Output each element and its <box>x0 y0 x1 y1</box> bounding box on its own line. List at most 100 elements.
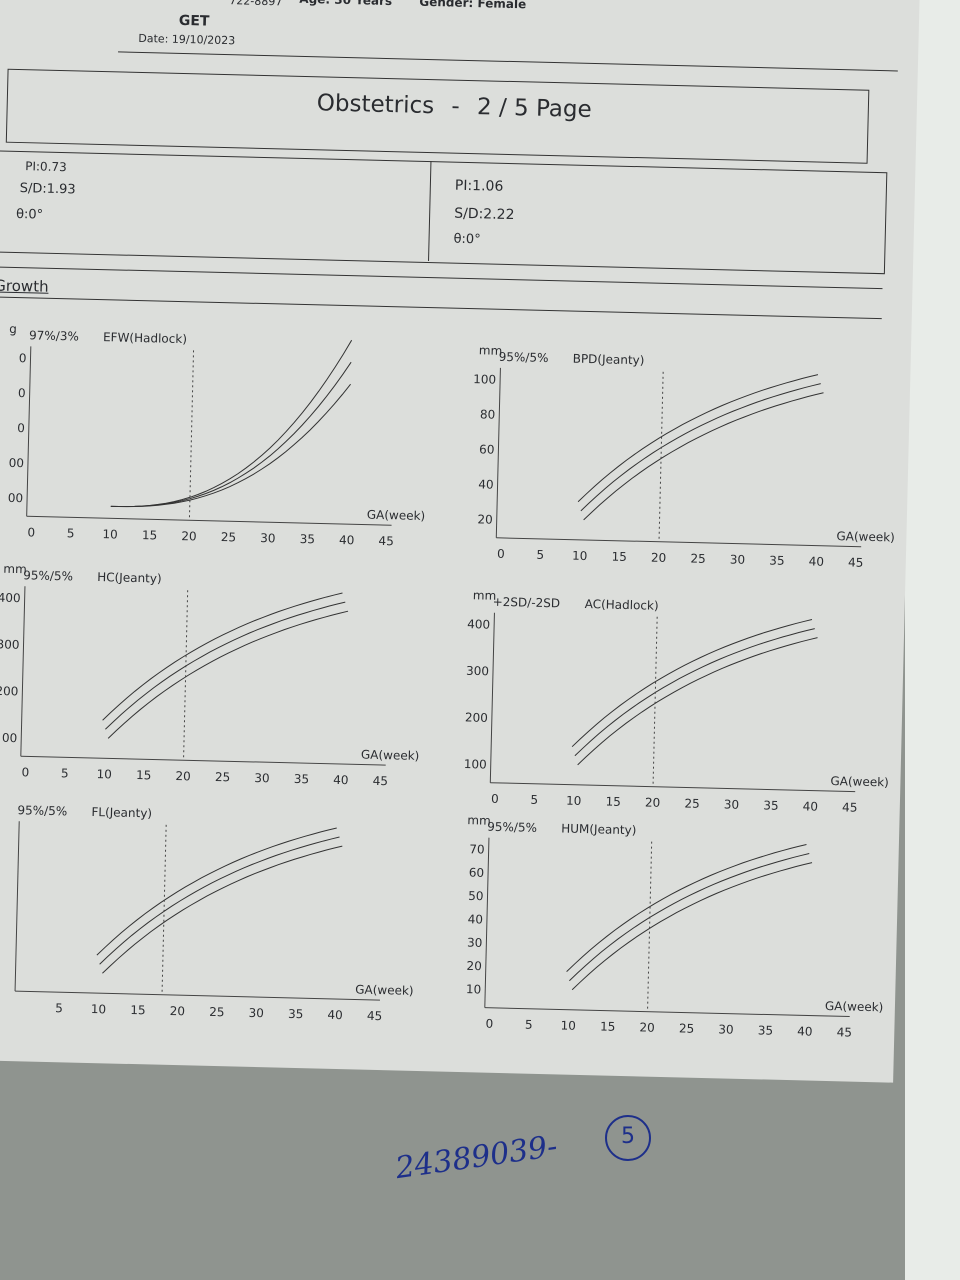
x-tick-label: 5 <box>67 526 75 540</box>
reference-curve <box>107 610 349 739</box>
chart-title: EFW(Hadlock) <box>103 330 187 346</box>
y-tick-label: 0 <box>19 351 27 365</box>
patient-name: GET <box>178 12 210 30</box>
x-tick-label: 10 <box>572 549 588 563</box>
x-tick-label: 15 <box>136 768 152 782</box>
x-tick-label: 15 <box>600 1019 616 1033</box>
x-tick-label: 20 <box>651 551 667 565</box>
x-axis-label: GA(week) <box>355 982 414 997</box>
unit: mm <box>467 813 491 828</box>
x-tick-label: 20 <box>639 1020 655 1034</box>
chart-title: FL(Jeanty) <box>91 805 152 820</box>
axis <box>15 990 380 1001</box>
y-tick-label: 20 <box>466 959 482 973</box>
age: Age: 30 Years <box>299 0 392 8</box>
y-tick-label: 100 <box>464 757 487 772</box>
ga-marker <box>652 616 658 787</box>
y-tick-label: 00 <box>9 456 25 470</box>
y-tick-label: 40 <box>478 477 494 491</box>
x-axis-label: GA(week) <box>830 774 889 789</box>
x-tick-label: 30 <box>248 1006 264 1020</box>
reference-curve <box>583 392 824 521</box>
x-tick-label: 25 <box>690 552 706 566</box>
y-tick-label: 0 <box>18 386 26 400</box>
rule <box>118 51 898 72</box>
x-tick-label: 25 <box>215 770 231 784</box>
theta: θ:0° <box>453 231 481 248</box>
x-tick-label: 15 <box>142 528 158 542</box>
handwritten-circled: 5 <box>605 1115 651 1161</box>
x-tick-label: 30 <box>718 1022 734 1036</box>
unit: mm <box>3 562 27 577</box>
reference-curve <box>102 845 343 974</box>
report-sheet: 722-8897 Age: 30 Years Gender: Female GE… <box>0 0 920 1083</box>
reference-curve <box>569 853 810 982</box>
x-axis-label: GA(week) <box>361 748 420 763</box>
exam-date: Date: 19/10/2023 <box>138 31 236 48</box>
y-tick-label: 300 <box>466 664 489 679</box>
axis <box>490 782 856 793</box>
reference-curve <box>110 339 353 508</box>
y-tick-label: 00 <box>2 731 18 745</box>
chart-title: HC(Jeanty) <box>97 570 162 586</box>
legend: 95%/5% <box>17 803 67 818</box>
unit: mm <box>479 343 503 358</box>
y-tick-label: 60 <box>479 442 495 456</box>
pi: PI:1.06 <box>454 177 504 195</box>
x-tick-label: 25 <box>209 1005 225 1019</box>
y-tick-label: 200 <box>465 710 488 725</box>
reference-curve <box>571 862 813 991</box>
x-tick-label: 45 <box>842 800 858 814</box>
doppler-box <box>0 150 888 275</box>
chart-title: BPD(Jeanty) <box>573 352 645 368</box>
sd: S/D:1.93 <box>19 181 76 198</box>
growth-chart: 95%/5% FL(Jeanty) 5 10 15 20 25 30 35 40 45 GA(week… <box>14 803 414 1023</box>
x-tick-label: 30 <box>724 797 740 811</box>
axis <box>484 1007 850 1018</box>
x-tick-label: 35 <box>758 1023 774 1037</box>
x-tick-label: 40 <box>339 533 355 547</box>
y-tick-label: 200 <box>0 684 19 699</box>
x-tick-label: 0 <box>27 525 35 539</box>
x-tick-label: 35 <box>294 772 310 786</box>
legend: +2SD/-2SD <box>493 595 561 611</box>
axis <box>484 837 490 1008</box>
x-tick-label: 5 <box>61 766 69 780</box>
axis <box>20 755 386 766</box>
x-tick-label: 20 <box>175 769 191 783</box>
y-tick-label: 80 <box>480 407 496 421</box>
x-tick-label: 0 <box>485 1017 493 1031</box>
ga-marker <box>161 824 167 995</box>
axis <box>495 367 501 538</box>
reference-curve <box>580 383 821 512</box>
growth-chart: mm+2SD/-2SD AC(Hadlock) 400 300 200 100 0 5 10 15… <box>464 588 889 814</box>
y-tick-label: 10 <box>466 982 482 996</box>
x-tick-label: 40 <box>797 1024 813 1038</box>
legend: 95%/5% <box>23 568 73 583</box>
reference-curve <box>577 637 818 766</box>
axis <box>26 515 392 526</box>
reference-curve <box>571 619 813 748</box>
x-tick-label: 15 <box>130 1003 146 1017</box>
x-tick-label: 10 <box>96 767 112 781</box>
x-axis-label: GA(week) <box>367 508 426 523</box>
legend: 97%/3% <box>29 328 79 343</box>
x-tick-label: 30 <box>254 771 270 785</box>
legend: 95%/5% <box>487 820 537 835</box>
x-tick-label: 5 <box>525 1018 533 1032</box>
y-tick-label: 30 <box>467 936 483 950</box>
theta: θ:0° <box>15 206 44 223</box>
ga-marker <box>658 371 664 542</box>
section-title: Growth <box>0 276 49 296</box>
x-tick-label: 45 <box>836 1025 852 1039</box>
x-tick-label: 0 <box>491 792 499 806</box>
legend: 95%/5% <box>499 350 549 365</box>
x-tick-label: 40 <box>327 1008 343 1022</box>
x-tick-label: 25 <box>221 530 237 544</box>
chart-title: AC(Hadlock) <box>585 597 659 613</box>
axis <box>489 612 495 783</box>
ga-marker <box>188 350 195 521</box>
